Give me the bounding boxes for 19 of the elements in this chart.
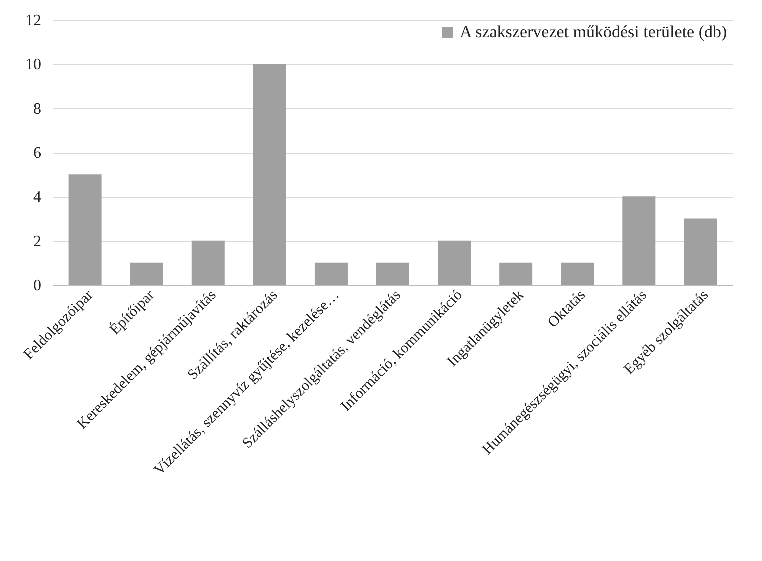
bar (192, 240, 225, 285)
bar (684, 218, 718, 285)
bar (253, 64, 286, 285)
bar (314, 262, 348, 285)
bar (500, 262, 533, 285)
y-tick-label: 0 (34, 278, 42, 294)
y-tick-label: 10 (26, 56, 42, 74)
bar (438, 240, 472, 285)
y-tick-label: 4 (34, 189, 42, 206)
bar (376, 262, 410, 285)
bar (622, 196, 656, 285)
bar (561, 262, 594, 285)
bar (68, 174, 102, 285)
y-tick-label: 6 (34, 145, 42, 162)
legend-label: A szakszervezet működési területe (db) (460, 22, 728, 42)
y-tick-label: 8 (34, 100, 42, 118)
bar (130, 262, 164, 285)
y-tick-label: 2 (34, 233, 42, 250)
y-tick-label: 12 (26, 12, 42, 30)
